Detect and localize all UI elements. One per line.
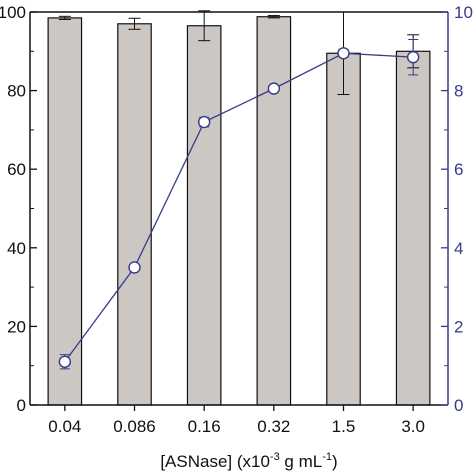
x-axis-ticks: 0.04 0.086 0.16 0.32 1.5 3.0 [48,405,425,436]
bar-2 [186,25,222,406]
left-tick-label-2: 40 [7,239,26,258]
data-point-1 [128,261,141,274]
left-tick-label-0: 0 [17,396,26,415]
data-point-5 [406,50,420,64]
data-point-4 [337,47,350,60]
left-tick-label-5: 100 [0,3,26,22]
line-series-group [58,39,420,370]
left-tick-label-3: 60 [7,160,26,179]
right-tick-label-0: 0 [454,396,463,415]
x-tick-label-3: 0.32 [257,417,290,436]
x-tick-label-1: 0.086 [113,417,156,436]
right-tick-label-4: 8 [454,82,463,101]
bar-1 [117,23,152,406]
data-point-0 [58,355,72,368]
right-tick-label-3: 6 [454,160,463,179]
x-tick-label-5: 3.0 [401,417,425,436]
right-axis-ticks: 0 2 4 6 8 10 [441,3,473,415]
left-axis-ticks: 0 20 40 60 80 100 [0,3,37,415]
bar-3 [256,16,292,406]
x-axis-label-suffix: ) [332,452,338,471]
x-tick-label-0: 0.04 [48,417,81,436]
left-tick-label-4: 80 [7,82,26,101]
bar-4 [326,52,361,406]
x-axis-label: [ASNase] (x10-3 g mL-1) [160,451,337,471]
right-tick-label-1: 2 [454,317,463,336]
bar-5 [395,50,431,406]
bar-0 [47,17,83,406]
data-point-3 [267,82,281,95]
data-point-2 [197,115,211,129]
right-tick-label-2: 4 [454,239,463,258]
bar-group [47,16,431,406]
x-tick-label-4: 1.5 [332,417,356,436]
left-tick-label-1: 20 [7,317,26,336]
line-series [64,52,414,363]
right-tick-label-5: 10 [454,3,473,22]
axes-group [29,11,449,406]
bar-error-group [58,10,420,96]
x-axis-label-mid: g mL [280,452,323,471]
x-axis-label-exponent-2: -1 [322,451,332,463]
x-axis-label-prefix: [ASNase] (x10 [160,452,270,471]
x-axis-label-exponent-1: -3 [270,451,280,463]
x-tick-label-2: 0.16 [188,417,221,436]
